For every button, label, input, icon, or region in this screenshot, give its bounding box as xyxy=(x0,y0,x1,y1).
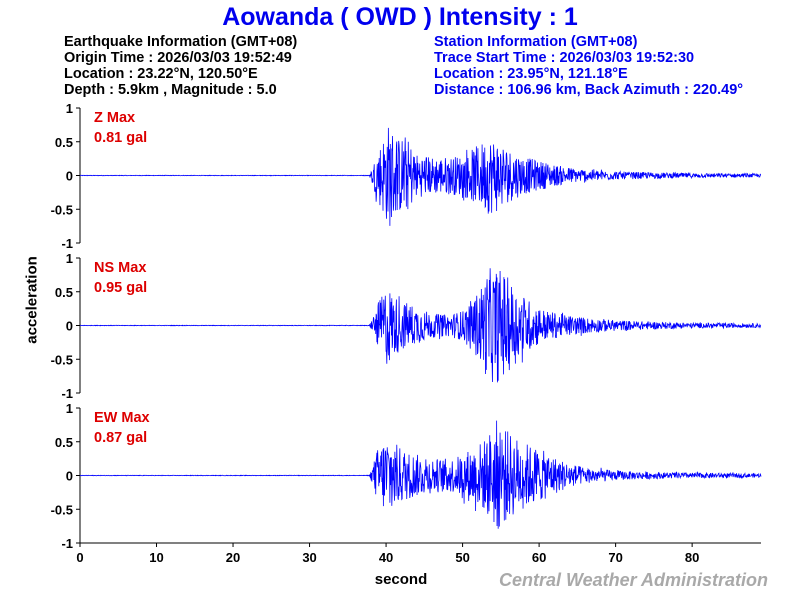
waveform-z xyxy=(79,127,762,226)
y-tick-label: 0 xyxy=(66,169,73,184)
x-tick-label: 10 xyxy=(149,550,163,565)
y-tick-label: 0.5 xyxy=(55,285,73,300)
component-label-ew: EW Max xyxy=(94,410,150,426)
component-label-ns: NS Max xyxy=(94,260,146,276)
x-tick-label: 30 xyxy=(302,550,316,565)
station-location: Location : 23.95°N, 121.18°E xyxy=(434,66,628,82)
y-tick-label: -1 xyxy=(61,536,73,551)
waveform-ew xyxy=(79,420,762,529)
origin-time: Origin Time : 2026/03/03 19:52:49 xyxy=(64,50,292,66)
x-tick-label: 50 xyxy=(455,550,469,565)
x-axis-label: second xyxy=(374,571,428,588)
x-tick-label: 80 xyxy=(685,550,699,565)
x-tick-label: 60 xyxy=(532,550,546,565)
x-tick-label: 20 xyxy=(226,550,240,565)
x-tick-label: 40 xyxy=(379,550,393,565)
max-value-ns: 0.95 gal xyxy=(94,280,147,296)
epicenter-location: Location : 23.22°N, 120.50°E xyxy=(64,66,258,82)
y-tick-label: -0.5 xyxy=(51,202,73,217)
distance-azimuth: Distance : 106.96 km, Back Azimuth : 220… xyxy=(434,82,744,98)
y-tick-label: 1 xyxy=(66,101,73,116)
y-tick-label: 0 xyxy=(66,319,73,334)
y-tick-label: 0.5 xyxy=(55,435,73,450)
y-axis-label: acceleration xyxy=(23,256,41,344)
page-title: Aowanda ( OWD ) Intensity : 1 xyxy=(222,3,578,31)
y-tick-label: -1 xyxy=(61,386,73,401)
y-tick-label: 0 xyxy=(66,469,73,484)
y-tick-label: 0.5 xyxy=(55,135,73,150)
y-tick-label: -0.5 xyxy=(51,352,73,367)
y-tick-label: -0.5 xyxy=(51,502,73,517)
agency-credit: Central Weather Administration xyxy=(498,570,768,590)
max-value-z: 0.81 gal xyxy=(94,130,147,146)
trace-start-time: Trace Start Time : 2026/03/03 19:52:30 xyxy=(434,50,695,66)
waveform-ns xyxy=(79,268,762,383)
earthquake-info-header: Earthquake Information (GMT+08) xyxy=(64,34,298,50)
x-tick-label: 70 xyxy=(608,550,622,565)
x-tick-label: 0 xyxy=(76,550,83,565)
max-value-ew: 0.87 gal xyxy=(94,430,147,446)
earthquake-info: Earthquake Information (GMT+08) Origin T… xyxy=(64,34,297,98)
y-tick-label: -1 xyxy=(61,236,73,251)
y-tick-label: 1 xyxy=(66,401,73,416)
station-info: Station Information (GMT+08) Trace Start… xyxy=(434,34,743,98)
component-label-z: Z Max xyxy=(94,110,135,126)
station-info-header: Station Information (GMT+08) xyxy=(434,34,638,50)
y-tick-label: 1 xyxy=(66,251,73,266)
depth-magnitude: Depth : 5.9km , Magnitude : 5.0 xyxy=(64,82,277,98)
